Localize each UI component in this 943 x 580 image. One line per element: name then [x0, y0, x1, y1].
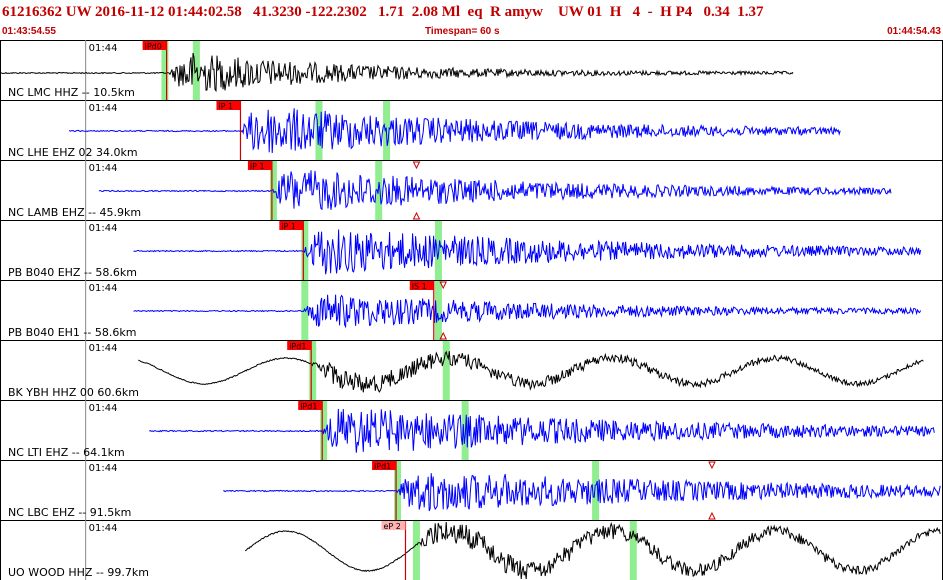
minute-tick-label: 01:44	[89, 283, 118, 294]
channel-label: NC LBC EHZ -- 91.5km	[8, 506, 131, 519]
waveform-trace	[0, 52, 794, 93]
phase-window	[442, 341, 450, 400]
phase-pick-label: iS 1	[412, 282, 427, 291]
waveform-trace	[68, 108, 841, 154]
amplitude-marker-bottom-icon	[708, 511, 716, 520]
minute-tick-label: 01:44	[89, 103, 118, 114]
channel-label: NC LAMB EHZ -- 45.9km	[8, 206, 141, 219]
amplitude-marker-bottom-icon	[439, 331, 448, 340]
phase-window	[434, 281, 442, 340]
seismogram-panel[interactable]: 01:44 iPd0 NC LMC HHZ -- 10.5km 01:44 iP 1 NC…	[0, 40, 943, 580]
start-time-label: 01:43:54.55	[2, 26, 56, 37]
minute-tick-label: 01:44	[89, 463, 118, 474]
channel-row[interactable]: 01:44 iP 1 NC LHE EHZ 02 34.0km	[8, 100, 841, 160]
waveform-trace	[149, 408, 935, 453]
minute-tick-label: 01:44	[89, 163, 118, 174]
channel-label: BK YBH HHZ 00 60.6km	[8, 386, 139, 399]
phase-pick-label: iP 1	[250, 162, 265, 171]
minute-tick-label: 01:44	[89, 43, 118, 54]
minute-tick-label: 01:44	[89, 343, 118, 354]
waveform-trace	[133, 294, 922, 329]
waveform-trace	[98, 170, 892, 211]
phase-pick-label: iPd1	[300, 402, 317, 411]
phase-pick-box	[142, 41, 167, 50]
phase-window	[629, 521, 637, 580]
minute-tick-label: 01:44	[89, 523, 118, 534]
end-time-label: 01:44:54.43	[887, 26, 941, 37]
waveform-trace	[244, 521, 941, 580]
minute-tick-label: 01:44	[89, 223, 118, 234]
channel-label: NC LMC HHZ -- 10.5km	[8, 86, 135, 99]
channel-row[interactable]: 01:44 iPd1 BK YBH HHZ 00 60.6km	[8, 340, 924, 400]
phase-pick-box	[409, 281, 434, 290]
phase-pick-label: iP 1	[218, 102, 233, 111]
phase-pick-label: iP 1	[281, 222, 296, 231]
channel-label: PB B040 EH1 -- 58.6km	[8, 326, 136, 339]
channel-row[interactable]: 01:44 iPd0 NC LMC HHZ -- 10.5km	[0, 40, 794, 100]
phase-window	[394, 461, 402, 520]
channel-row[interactable]: 01:44 iPd1 NC LBC EHZ -- 91.5km	[8, 460, 941, 520]
phase-pick-box	[287, 341, 312, 350]
phase-pick-box	[372, 461, 397, 470]
waveform-trace	[223, 473, 941, 512]
amplitude-marker-top-icon	[412, 161, 421, 170]
phase-window	[309, 341, 317, 400]
minute-tick-label: 01:44	[89, 403, 118, 414]
phase-pick-box	[216, 101, 241, 110]
channel-row[interactable]: 01:44 iPd1 NC LTI EHZ -- 64.1km	[8, 400, 935, 460]
phase-pick-box	[381, 521, 406, 530]
channel-label: PB B040 EHZ -- 58.6km	[8, 266, 137, 279]
channel-row[interactable]: 01:44 eP 2 UO WOOD HHZ -- 99.7km	[8, 520, 941, 580]
channel-row[interactable]: 01:44 iS 1 PB B040 EH1 -- 58.6km	[8, 280, 922, 340]
phase-pick-box	[247, 161, 272, 170]
phase-pick-box	[279, 221, 304, 230]
amplitude-marker-bottom-icon	[412, 211, 421, 220]
phase-window	[161, 41, 169, 100]
amplitude-marker-top-icon	[708, 461, 716, 470]
phase-window	[412, 521, 420, 580]
waveform-trace	[138, 350, 924, 393]
phase-pick-label: iPd0	[145, 42, 162, 51]
timespan-label: Timespan= 60 s	[425, 26, 500, 37]
phase-pick-label: iPd1	[374, 462, 391, 471]
channel-label: UO WOOD HHZ -- 99.7km	[8, 566, 149, 579]
phase-pick-box	[298, 401, 323, 410]
header: 61216362 UW 2016-11-12 01:44:02.58 41.32…	[0, 0, 943, 40]
channel-label: NC LHE EHZ 02 34.0km	[8, 146, 138, 159]
waveform-trace	[133, 229, 922, 275]
channel-row[interactable]: 01:44 iP 1 NC LAMB EHZ -- 45.9km	[8, 160, 892, 220]
event-title: 61216362 UW 2016-11-12 01:44:02.58 41.32…	[2, 4, 764, 20]
phase-pick-label: eP 2	[383, 522, 400, 531]
amplitude-marker-top-icon	[439, 281, 448, 290]
phase-window	[592, 461, 600, 520]
channel-label: NC LTI EHZ -- 64.1km	[8, 446, 125, 459]
phase-pick-label: iPd1	[289, 342, 306, 351]
channel-row[interactable]: 01:44 iP 1 PB B040 EHZ -- 58.6km	[8, 220, 922, 280]
